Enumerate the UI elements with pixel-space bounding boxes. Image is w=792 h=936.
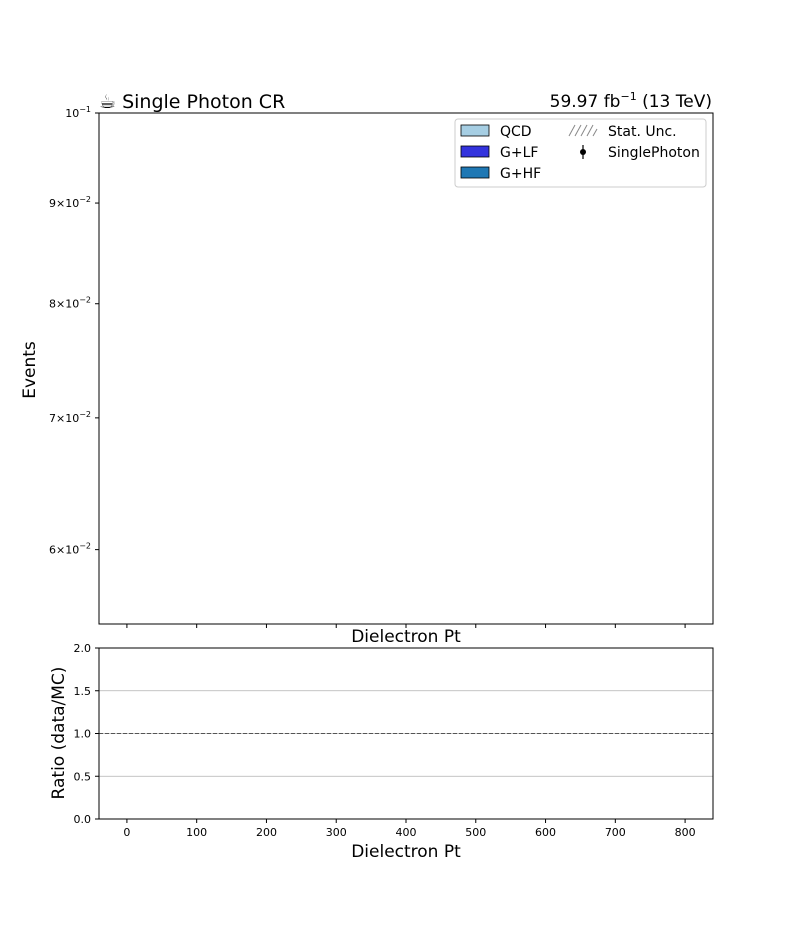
legend-entry-qcd: QCD — [460, 124, 532, 140]
main-panel: ☕ Single Photon CR 59.97 fb−1 (13 TeV) 1… — [20, 90, 714, 647]
main-y-tick-label: 8×10−2 — [49, 296, 91, 311]
legend-entry-ghf: G+HF — [460, 166, 541, 182]
main-y-axis: 10−1 9×10−2 8×10−2 7×10−2 6×10−2 — [49, 105, 99, 557]
ratio-y-tick-label: 2.0 — [74, 642, 92, 655]
legend-marker-singlephoton — [580, 149, 586, 155]
main-y-tick-label: 6×10−2 — [49, 542, 91, 557]
ratio-x-tick-label: 300 — [326, 826, 347, 839]
main-y-axis-label: Events — [20, 341, 40, 399]
legend-swatch-ghf — [460, 166, 490, 179]
legend-swatch-qcd — [460, 124, 490, 137]
legend-entry-glf: G+LF — [460, 145, 538, 161]
main-y-tick-label: 9×10−2 — [49, 195, 91, 210]
ratio-y-tick-label: 1.5 — [74, 685, 92, 698]
main-title-right: 59.97 fb−1 (13 TeV) — [550, 90, 712, 112]
ratio-y-tick-label: 0.0 — [74, 813, 92, 826]
ratio-x-tick-label: 500 — [465, 826, 486, 839]
main-x-axis-label: Dielectron Pt — [351, 627, 461, 647]
legend-label-glf: G+LF — [500, 145, 538, 161]
ratio-x-tick-label: 700 — [605, 826, 626, 839]
ratio-x-tick-label: 600 — [535, 826, 556, 839]
ratio-y-axis-label: Ratio (data/MC) — [49, 667, 69, 800]
main-title-left: ☕ Single Photon CR — [99, 91, 285, 113]
main-plot-area — [98, 112, 714, 625]
ratio-panel: 0.0 0.5 1.0 1.5 2.0 0 100 200 300 400 500 600 700 80… — [49, 642, 714, 862]
legend-swatch-glf — [460, 145, 490, 158]
legend-entry-singlephoton: SinglePhoton — [580, 145, 700, 161]
ratio-y-axis: 0.0 0.5 1.0 1.5 2.0 — [74, 642, 99, 826]
ratio-x-tick-label: 100 — [186, 826, 207, 839]
legend: QCD Stat. Unc. G+LF SinglePhoton — [454, 118, 707, 188]
ratio-x-tick-label: 400 — [396, 826, 417, 839]
legend-label-qcd: QCD — [500, 124, 532, 140]
legend-label-singlephoton: SinglePhoton — [608, 145, 700, 161]
ratio-x-axis: 0 100 200 300 400 500 600 700 800 — [123, 819, 696, 839]
legend-label-stat-unc: Stat. Unc. — [608, 124, 677, 140]
ratio-x-tick-label: 0 — [123, 826, 130, 839]
ratio-y-tick-label: 0.5 — [74, 770, 92, 783]
legend-label-ghf: G+HF — [500, 166, 541, 182]
ratio-x-tick-label: 800 — [675, 826, 696, 839]
main-x-axis — [126, 624, 686, 628]
main-y-tick-label: 10−1 — [65, 105, 91, 120]
main-y-tick-label: 7×10−2 — [49, 410, 91, 425]
ratio-y-tick-label: 1.0 — [74, 728, 92, 741]
legend-entry-stat-unc: Stat. Unc. — [568, 124, 677, 140]
ratio-x-axis-label: Dielectron Pt — [351, 842, 461, 862]
ratio-x-tick-label: 200 — [256, 826, 277, 839]
legend-hatch-stat-unc — [568, 124, 598, 137]
